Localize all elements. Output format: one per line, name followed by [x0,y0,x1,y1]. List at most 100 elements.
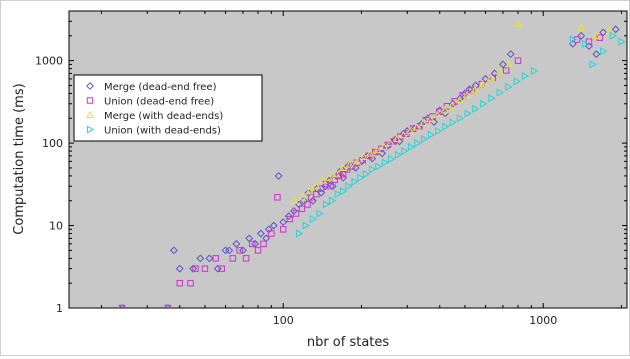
data-point [478,79,487,88]
data-point [328,196,337,205]
data-point [212,255,219,262]
data-point [585,38,593,45]
data-point [335,172,343,180]
data-point [456,114,465,123]
data-point [297,193,306,201]
data-point [254,247,262,254]
data-point [481,75,490,83]
data-point [359,152,368,160]
data-point [592,50,601,59]
data-point [373,145,382,154]
data-point [305,187,314,195]
data-point [309,214,318,224]
x-tick-label: 1000 [529,314,557,327]
legend-marker [85,110,95,119]
data-point [395,137,404,146]
data-point [513,19,523,27]
data-point [582,39,590,48]
data-point [442,122,450,131]
data-point [609,31,617,40]
legend: Merge (dead-end free) Union (dead-end fre… [73,74,263,142]
data-point [229,255,237,262]
data-point [359,156,366,164]
data-point [434,126,443,136]
data-point [274,171,283,180]
data-point [213,264,222,273]
data-point [430,118,438,126]
legend-label: Union (with dead-ends) [104,126,221,137]
data-point [521,72,530,81]
data-point [375,162,383,171]
data-point [611,25,620,34]
data-point [407,142,416,151]
data-point [394,150,403,159]
data-point [401,147,409,156]
data-point [399,130,408,139]
data-point [464,109,472,118]
data-point [225,246,234,255]
data-point [440,106,449,114]
data-point [490,69,499,78]
data-point [368,154,377,163]
data-point [569,35,578,44]
data-point [495,67,504,75]
data-point [268,230,275,237]
data-point [289,196,299,204]
data-point [316,209,324,218]
plot-area [68,10,628,309]
data-point [412,123,421,131]
data-point [256,229,265,238]
data-point [573,36,581,43]
data-point [163,304,172,308]
data-point [362,170,371,179]
data-point [164,304,172,308]
data-point [205,254,214,263]
data-point [295,229,304,238]
data-point [357,173,365,182]
data-point [605,26,614,34]
data-point [176,279,183,287]
data-point [175,264,184,273]
data-point [340,187,348,196]
y-tick-label: 1000 [35,55,63,68]
data-point [304,201,311,208]
y-tick-label: 100 [42,137,63,150]
y-axis-label: Computation time (ms) [12,83,27,234]
data-point [369,165,377,174]
data-point [530,66,539,75]
data-point [192,265,199,272]
data-point [218,265,225,272]
data-point [366,149,375,157]
data-point [279,226,287,233]
data-point [470,85,479,94]
data-point [449,118,457,127]
data-point [505,60,514,68]
data-point [232,239,241,248]
data-point [480,99,488,108]
data-point [449,99,457,108]
data-point [351,177,359,186]
data-point [302,221,310,230]
data-point [260,240,267,248]
data-point [339,163,348,171]
data-point [472,104,480,113]
data-point [322,200,331,209]
data-point [269,221,278,230]
data-point [420,134,429,144]
data-point [414,139,422,148]
data-point [284,212,293,221]
data-point [236,247,243,254]
data-point [592,31,601,39]
data-point [201,265,209,272]
data-point [187,279,194,287]
data-point [279,218,288,227]
data-point [488,94,496,103]
data-point [600,47,608,56]
data-point [327,182,334,190]
data-point [447,101,457,109]
data-point [419,118,428,127]
data-point [487,73,496,81]
data-point [514,57,522,64]
data-point [392,134,402,143]
